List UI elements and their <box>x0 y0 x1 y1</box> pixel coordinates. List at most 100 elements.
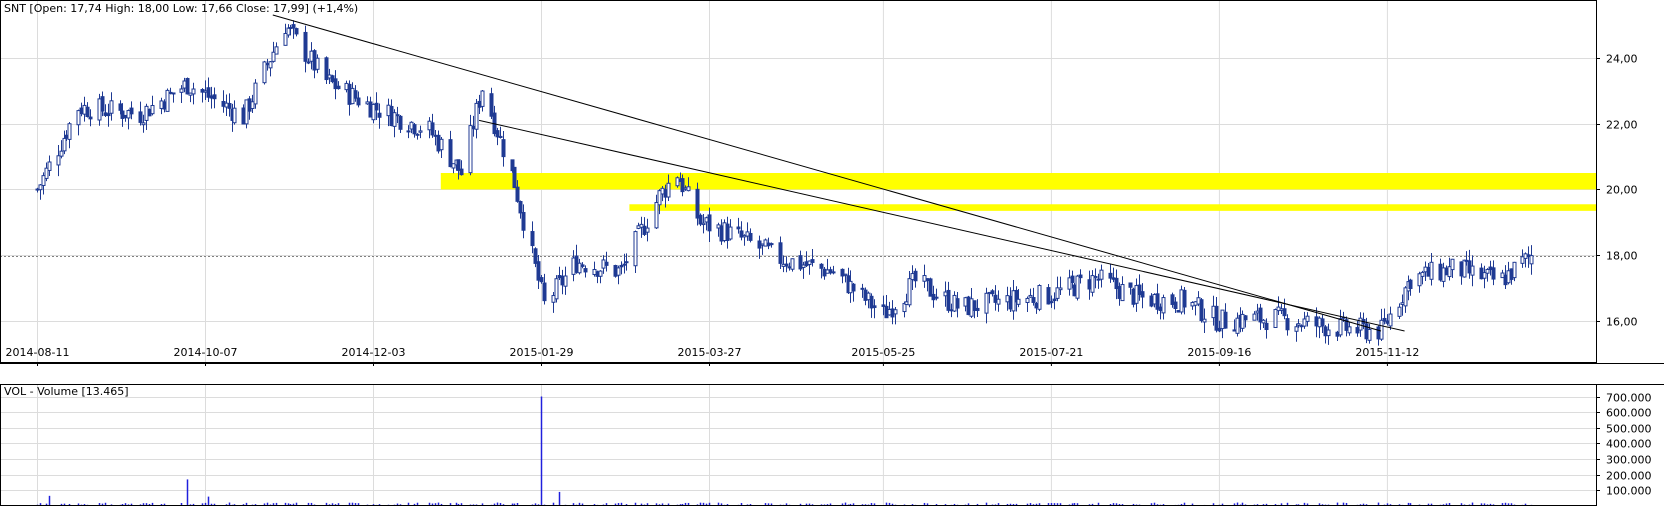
candle-body <box>1420 271 1425 277</box>
candle-body <box>85 106 90 118</box>
candle <box>975 299 980 317</box>
candle <box>542 273 547 305</box>
candle-body <box>1320 318 1325 327</box>
candle-body <box>480 90 485 107</box>
candle-body <box>695 188 700 219</box>
candle <box>778 236 783 270</box>
candle-body <box>451 163 456 169</box>
candle <box>657 189 662 215</box>
candle <box>996 290 1001 312</box>
candle-body <box>580 264 585 267</box>
candle <box>250 94 255 114</box>
resistance-zone <box>629 204 1596 211</box>
candle <box>533 247 538 268</box>
candle-body <box>129 107 134 115</box>
candle <box>412 122 417 138</box>
candle <box>1182 286 1187 315</box>
volume-tick-label: 500.000 <box>1606 423 1652 436</box>
candle <box>1388 306 1393 330</box>
candle-body <box>1078 274 1083 279</box>
candle <box>1344 316 1349 337</box>
candle <box>274 42 279 55</box>
candle <box>141 114 146 133</box>
candle-body <box>1447 266 1452 278</box>
candle <box>374 92 379 121</box>
candle-body <box>1140 291 1145 298</box>
candle <box>1037 284 1042 312</box>
candle-body <box>975 307 980 312</box>
candle <box>474 99 479 139</box>
candle-body <box>790 258 795 270</box>
candle <box>336 81 341 90</box>
candle <box>120 103 125 127</box>
candle <box>1447 257 1452 281</box>
candle-body <box>138 111 143 123</box>
price-tick-label: 18,00 <box>1606 250 1638 263</box>
candle <box>934 288 939 301</box>
candle <box>430 113 435 138</box>
candle-body <box>1243 315 1248 321</box>
candle-body <box>1058 287 1063 291</box>
candle-body <box>118 103 123 111</box>
candle-body <box>881 304 886 307</box>
candle <box>1052 292 1057 310</box>
candle <box>736 217 741 234</box>
candle-body <box>707 214 712 232</box>
candle-body <box>1305 315 1310 322</box>
candle <box>1261 318 1266 329</box>
candle-body <box>1388 313 1393 327</box>
candle <box>1046 283 1051 305</box>
date-tick-label: 2015-09-16 <box>1187 346 1251 359</box>
candle-body <box>106 113 111 117</box>
date-tick-label: 2014-12-03 <box>342 346 406 359</box>
candle-body <box>232 107 237 124</box>
candle <box>1264 318 1269 339</box>
candle <box>1240 310 1245 332</box>
candle <box>1358 312 1363 337</box>
candle-body <box>206 87 211 98</box>
candle <box>739 221 744 241</box>
candle-body <box>374 102 379 111</box>
candle <box>512 166 517 189</box>
candle-body <box>736 226 741 230</box>
candle-body <box>869 295 874 309</box>
candle <box>76 109 81 136</box>
candle-body <box>109 100 114 114</box>
candle-body <box>1128 282 1133 288</box>
candle-body <box>1252 313 1257 321</box>
candle-body <box>212 94 217 100</box>
candle <box>913 268 918 288</box>
candle <box>654 194 659 229</box>
candle <box>840 268 845 284</box>
candle <box>1170 292 1175 308</box>
candle <box>100 91 105 117</box>
candle-body <box>1491 267 1496 280</box>
candle-body <box>1397 306 1402 317</box>
candle-body <box>1182 289 1187 308</box>
candle <box>536 254 541 290</box>
candle-body <box>515 186 520 202</box>
candle-body <box>1070 275 1075 283</box>
candle-body <box>271 51 276 62</box>
candle-body <box>179 88 184 93</box>
candle <box>1379 308 1384 341</box>
candle <box>784 256 789 273</box>
candle-body <box>934 296 939 299</box>
candle <box>262 60 267 85</box>
candle-body <box>1217 327 1222 332</box>
candle <box>468 114 473 176</box>
candle-body <box>604 261 609 266</box>
candle <box>1140 283 1145 309</box>
candle-body <box>1016 298 1021 305</box>
candle-body <box>100 96 105 112</box>
candle-body <box>474 102 479 130</box>
candle <box>698 213 703 227</box>
candle <box>212 87 217 109</box>
candle-body <box>1367 328 1372 341</box>
candle <box>577 258 582 275</box>
candle <box>686 177 691 192</box>
candle-body <box>913 270 918 282</box>
candle-body <box>1055 287 1060 299</box>
candle <box>1031 287 1036 306</box>
